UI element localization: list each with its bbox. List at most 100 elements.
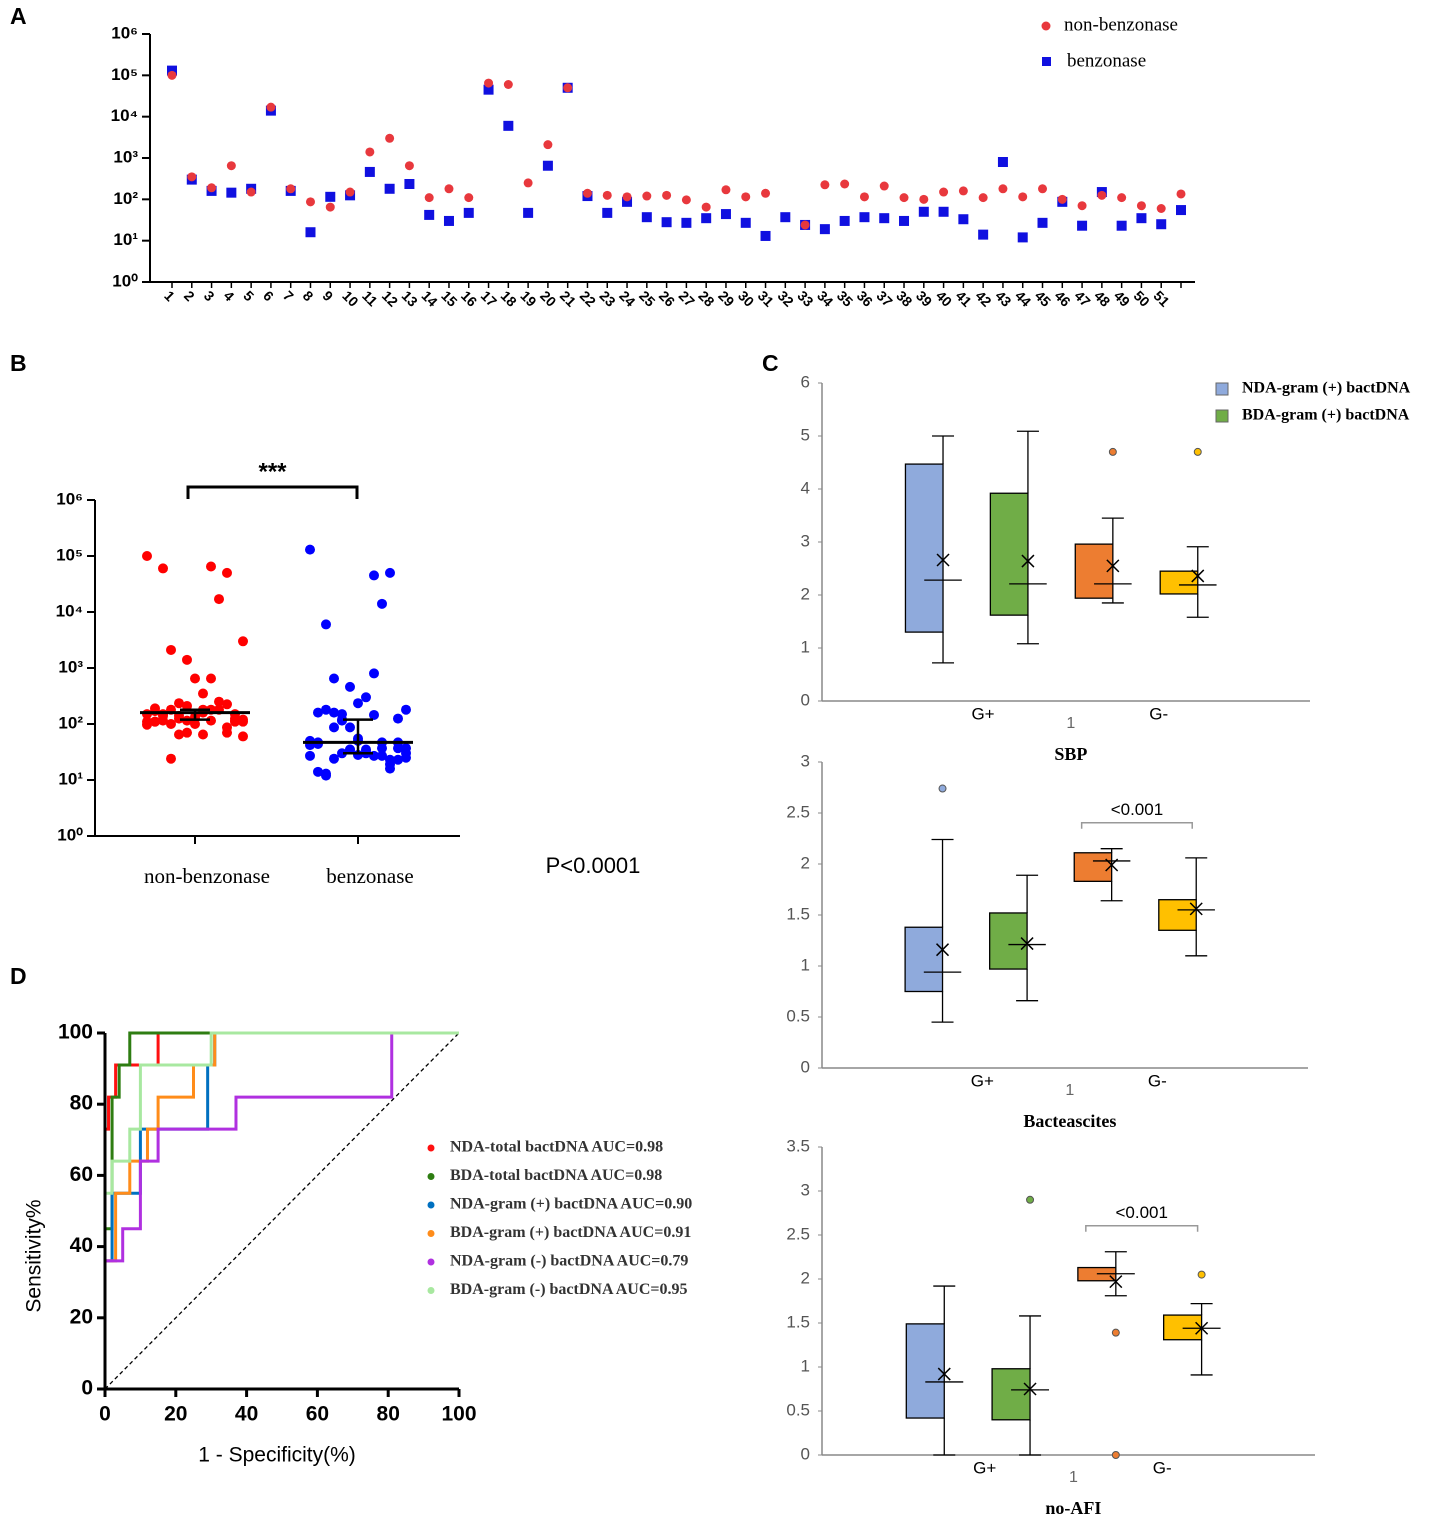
y-tick-label: 0.5 [786,1400,810,1419]
point [424,193,434,203]
point [681,217,692,228]
x-tick-label: 25 [636,287,658,309]
group-label: G+ [973,1458,996,1477]
point [1097,190,1107,200]
roc-curve [103,1031,459,1389]
dot [158,563,168,574]
x-tick-label: 33 [794,287,816,309]
group-label: G+ [971,704,994,723]
point [602,207,613,218]
mean-marker [1023,1382,1037,1396]
dot [198,688,208,699]
dot [329,722,339,733]
outlier [1197,1270,1206,1279]
y-tick-label: 10³ [113,147,138,166]
x-tick-label: 50 [1131,287,1153,309]
x-tick-label: 22 [577,287,599,309]
chart-title: no-AFI [1045,1498,1101,1518]
dot [337,748,347,759]
legend-label: NDA-gram (-) bactDNA AUC=0.79 [450,1253,688,1270]
point [503,120,514,131]
point [563,83,573,93]
point [523,178,533,188]
dot [393,743,403,754]
point [1156,219,1167,230]
point [899,215,910,226]
y-tick-label: 10² [58,713,83,732]
dot [401,704,411,715]
y-tick-label: 2.5 [786,802,810,821]
point [1077,220,1088,231]
point [167,70,177,80]
point [899,193,909,203]
mean-marker [1021,554,1035,568]
x-tick-label: 43 [992,287,1014,309]
dot [329,673,339,684]
dot [206,561,216,572]
dot [174,713,184,724]
mean-marker [1109,1275,1123,1289]
point [385,133,395,143]
point [167,65,177,76]
point [839,215,850,226]
y-tick-label: 2 [801,1268,810,1287]
point [1116,220,1127,231]
point [602,190,612,200]
x-tick-label: 38 [893,287,915,309]
y-tick-label: 20 [70,1305,93,1328]
x-tick-label: 26 [656,287,678,309]
x-axis-label: 1 [1069,1469,1078,1486]
dot [182,727,192,738]
dot [222,727,232,738]
legend-label: benzonase [1067,50,1146,71]
reference-line [104,1032,460,1390]
panel-letter: D [10,963,27,989]
mean-marker [1195,1321,1209,1335]
x-tick-label: 40 [235,1403,258,1426]
dot [182,654,192,665]
mean-marker [935,943,950,957]
x-tick-label: 37 [873,287,895,309]
point [720,209,731,220]
point [484,78,494,88]
x-tick-label: benzonase [326,864,413,888]
box [1162,1314,1203,1341]
significance-bracket [186,485,359,499]
point [1136,201,1146,211]
y-tick-label: 1.5 [786,1312,810,1331]
dot [313,766,323,777]
outlier [1026,1195,1035,1204]
p-value-note: P<0.0001 [546,853,641,878]
x-tick-label: 48 [1091,287,1113,309]
legend-marker [427,1230,435,1237]
point [404,161,414,171]
point [444,184,454,194]
dot [377,750,387,761]
dot [222,699,232,710]
dot [222,567,232,578]
dot [166,753,176,764]
dot [238,731,248,742]
legend-swatch [1215,409,1229,423]
point [404,178,415,189]
point [681,195,691,205]
point [1176,189,1186,199]
dot [206,715,216,726]
dot [174,729,184,740]
outlier [1111,1451,1120,1459]
y-tick-label: 1.5 [786,904,810,923]
dot [369,570,379,581]
dot [337,709,347,720]
x-tick-label: 60 [306,1403,329,1426]
point [364,166,375,177]
point [1077,201,1087,211]
x-tick-label: 10 [339,287,361,309]
dot [369,709,379,720]
point [978,229,989,240]
point [1037,217,1048,228]
dot [230,716,240,727]
x-tick-label: 30 [735,287,757,309]
dot [174,698,184,709]
y-tick-label: 10⁵ [111,65,138,84]
point [1156,204,1166,214]
